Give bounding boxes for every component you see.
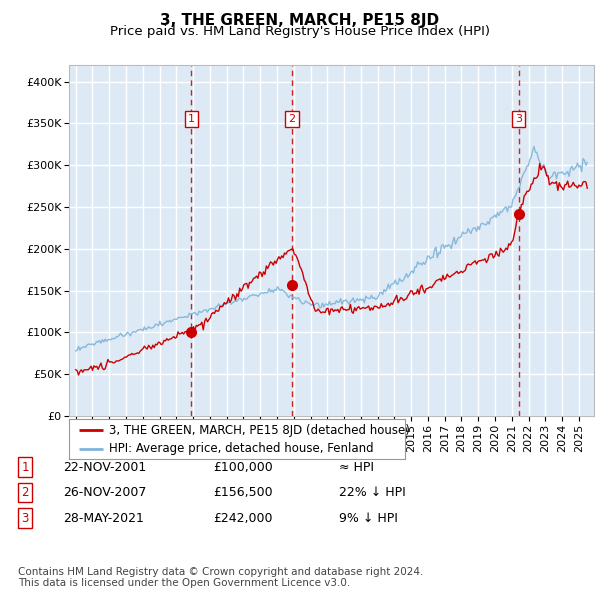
Text: 3: 3 bbox=[22, 512, 29, 525]
Text: 1: 1 bbox=[22, 461, 29, 474]
Text: 28-MAY-2021: 28-MAY-2021 bbox=[63, 512, 144, 525]
Text: ≈ HPI: ≈ HPI bbox=[339, 461, 374, 474]
Text: Price paid vs. HM Land Registry's House Price Index (HPI): Price paid vs. HM Land Registry's House … bbox=[110, 25, 490, 38]
Text: £242,000: £242,000 bbox=[213, 512, 272, 525]
Text: HPI: Average price, detached house, Fenland: HPI: Average price, detached house, Fenl… bbox=[109, 442, 374, 455]
Text: Contains HM Land Registry data © Crown copyright and database right 2024.
This d: Contains HM Land Registry data © Crown c… bbox=[18, 566, 424, 588]
Text: 22-NOV-2001: 22-NOV-2001 bbox=[63, 461, 146, 474]
Text: 1: 1 bbox=[188, 114, 195, 124]
Text: 22% ↓ HPI: 22% ↓ HPI bbox=[339, 486, 406, 499]
Text: 26-NOV-2007: 26-NOV-2007 bbox=[63, 486, 146, 499]
Text: £156,500: £156,500 bbox=[213, 486, 272, 499]
Text: 9% ↓ HPI: 9% ↓ HPI bbox=[339, 512, 398, 525]
Text: 3: 3 bbox=[515, 114, 522, 124]
Text: 3, THE GREEN, MARCH, PE15 8JD (detached house): 3, THE GREEN, MARCH, PE15 8JD (detached … bbox=[109, 424, 410, 437]
Text: 3, THE GREEN, MARCH, PE15 8JD: 3, THE GREEN, MARCH, PE15 8JD bbox=[160, 13, 440, 28]
Text: 2: 2 bbox=[289, 114, 296, 124]
Text: 2: 2 bbox=[22, 486, 29, 499]
Text: £100,000: £100,000 bbox=[213, 461, 273, 474]
